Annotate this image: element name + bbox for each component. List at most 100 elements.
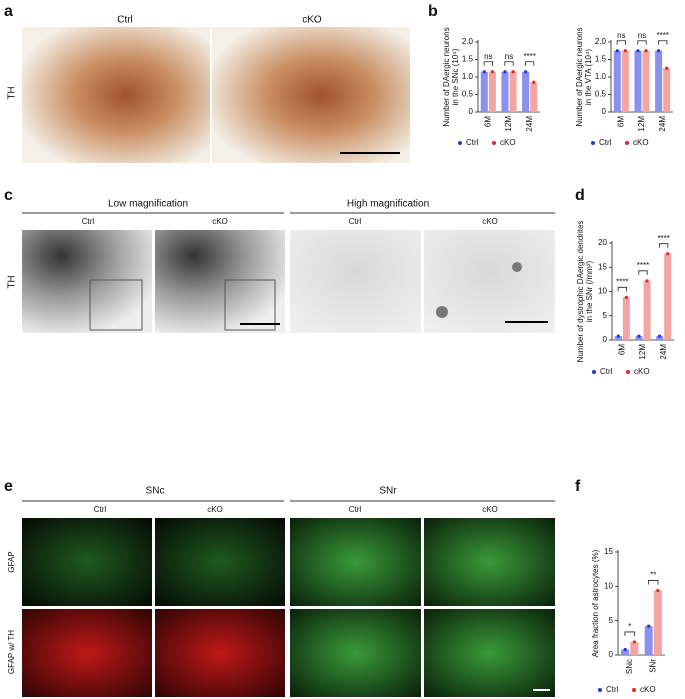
significance-bracket	[617, 286, 627, 292]
micrograph	[22, 27, 210, 163]
micrograph	[424, 518, 555, 606]
legend-label: Ctrl	[466, 138, 479, 147]
x-tick-label: 24M	[659, 344, 668, 360]
significance-bracket	[638, 270, 648, 275]
row-label: TH	[7, 275, 18, 288]
data-point	[624, 295, 628, 299]
column-label: cKO	[482, 217, 498, 226]
significance-bracket	[637, 40, 647, 45]
row-label: TH	[7, 86, 18, 99]
dystrophic-dendrite	[436, 306, 448, 318]
data-point	[632, 640, 636, 644]
bar	[664, 253, 672, 340]
legend-label: cKO	[640, 685, 656, 694]
data-point	[616, 334, 620, 338]
legend-label: Ctrl	[599, 138, 612, 147]
x-tick-label: 24M	[525, 116, 534, 132]
data-point	[658, 334, 662, 338]
panel-label: c	[4, 187, 13, 204]
bar	[614, 336, 622, 340]
bar	[643, 280, 651, 340]
y-axis-label: Area fraction of astrocytes (%)	[591, 549, 600, 657]
column-label: Ctrl	[349, 505, 362, 514]
legend-label: Ctrl	[606, 685, 619, 694]
micrograph	[22, 230, 152, 333]
y-tick-label: 20	[598, 238, 607, 247]
column-label: Ctrl	[117, 15, 133, 26]
legend-label: cKO	[500, 138, 516, 147]
group-label: SNc	[146, 486, 165, 497]
y-tick-label: 1.5	[595, 55, 607, 64]
significance-label: ns	[638, 31, 646, 40]
significance-label: ****	[657, 234, 669, 243]
data-point	[511, 70, 515, 74]
legend-marker	[598, 688, 602, 692]
data-point	[657, 49, 661, 53]
data-point	[490, 70, 494, 74]
y-tick-label: 2.0	[595, 37, 607, 46]
significance-bracket	[658, 40, 668, 45]
y-axis-label: in the SNc (10⁴)	[451, 48, 460, 105]
x-tick-label: 6M	[483, 116, 492, 127]
column-label: cKO	[482, 505, 498, 514]
significance-label: ns	[505, 52, 513, 61]
significance-bracket	[624, 631, 635, 636]
micrograph	[155, 230, 285, 333]
data-point	[615, 49, 619, 53]
x-tick-label: SNc	[625, 659, 634, 674]
column-label: cKO	[302, 15, 322, 26]
y-tick-label: 10	[604, 581, 613, 590]
bar	[655, 50, 663, 112]
data-point	[503, 70, 507, 74]
data-point	[666, 252, 670, 256]
y-tick-label: 0.5	[595, 90, 607, 99]
y-tick-label: 1.0	[595, 72, 607, 81]
bar	[621, 649, 630, 655]
panel-label: a	[4, 3, 13, 20]
data-point	[623, 49, 627, 53]
bar	[488, 71, 496, 112]
y-tick-label: 15	[598, 262, 607, 271]
data-point	[645, 279, 649, 283]
y-tick-label: 0	[602, 107, 607, 116]
data-point	[636, 49, 640, 53]
y-axis-label: Number of DAergic neurons	[442, 27, 451, 126]
x-tick-label: 24M	[658, 116, 667, 132]
x-tick-label: 6M	[616, 116, 625, 127]
significance-bracket	[648, 580, 659, 585]
column-label: Ctrl	[349, 217, 362, 226]
x-tick-label: 6M	[617, 344, 626, 355]
micrograph	[155, 609, 285, 697]
dystrophic-dendrite	[512, 262, 522, 272]
column-label: Ctrl	[94, 505, 107, 514]
y-tick-label: 0	[609, 650, 614, 659]
legend-marker	[591, 141, 595, 145]
group-label: High magnification	[347, 199, 429, 210]
legend-marker	[625, 141, 629, 145]
y-tick-label: 5	[609, 616, 614, 625]
legend-marker	[632, 688, 636, 692]
y-axis-label: in the VTA (10⁴)	[584, 49, 593, 106]
inset-box	[89, 279, 143, 331]
y-tick-label: 0	[603, 335, 608, 344]
y-axis-label: in the SNr (/mm²)	[585, 261, 594, 323]
micrograph	[290, 609, 421, 697]
y-tick-label: 15	[604, 547, 613, 556]
x-tick-label: 12M	[637, 116, 646, 132]
bar	[530, 82, 538, 112]
legend-marker	[492, 141, 496, 145]
column-label: cKO	[207, 505, 223, 514]
column-label: Ctrl	[82, 217, 95, 226]
row-label: GFAP w/ TH	[7, 630, 16, 674]
significance-label: ****	[637, 261, 649, 270]
data-point	[482, 70, 486, 74]
y-tick-label: 1.0	[462, 72, 474, 81]
legend-label: cKO	[634, 367, 650, 376]
significance-bracket	[616, 40, 626, 45]
significance-label: ****	[616, 277, 628, 286]
micrograph	[155, 518, 285, 606]
bar	[644, 626, 653, 655]
y-tick-label: 1.5	[462, 55, 474, 64]
significance-bracket	[525, 61, 535, 66]
significance-label: ****	[656, 31, 668, 40]
